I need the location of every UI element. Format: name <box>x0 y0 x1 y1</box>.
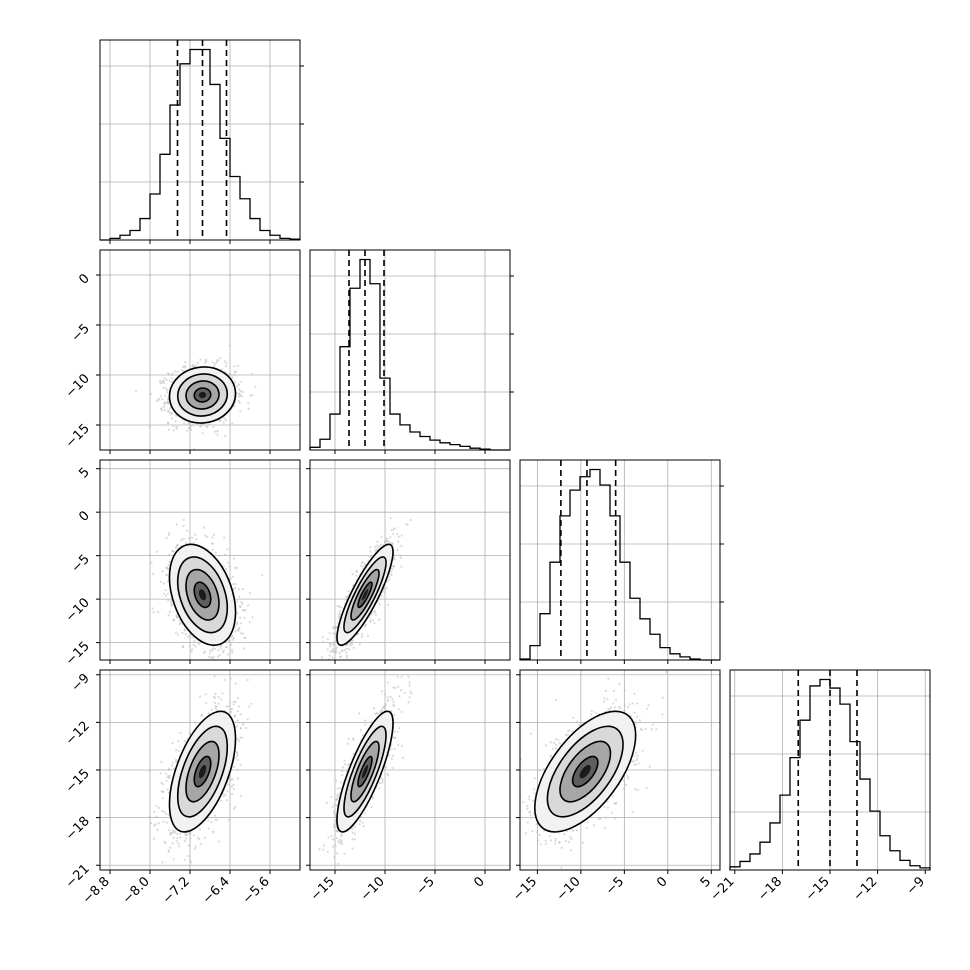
y-ticks: 5 0 −5 −10 −15 <box>63 465 100 669</box>
panel-frame <box>99 39 301 241</box>
x-tick-label: −5 <box>414 874 438 898</box>
y-tick-label: 5 <box>76 465 92 481</box>
x-tick-label: 0 <box>654 874 670 890</box>
grid-lines <box>310 250 510 450</box>
panel-3-3: −9 −12 −15 −18 −21 <box>708 669 931 904</box>
y-tick-label: −5 <box>69 321 93 345</box>
y-tick-label: 0 <box>76 271 92 287</box>
x-ticks <box>109 450 271 454</box>
panel-3-2: 50−5−10−15 <box>510 669 721 904</box>
x-ticks <box>334 450 486 454</box>
y-tick-label: −15 <box>63 766 93 796</box>
grid-lines <box>100 250 300 450</box>
x-ticks: −8.8 −8.0 −7.2 −6.4 −5.6 <box>80 870 273 907</box>
x-tick-label: −10 <box>554 874 584 904</box>
x-tick-label: −5.6 <box>240 874 273 907</box>
x-ticks <box>109 240 271 244</box>
x-tick-label: −15 <box>803 874 833 904</box>
x-tick-label: −9 <box>904 874 928 898</box>
x-ticks: 0 −5 −10 −15 <box>308 870 488 904</box>
x-tick-label: −8.0 <box>120 874 153 907</box>
x-tick-label: 0 <box>471 874 487 890</box>
x-tick-label: −6.4 <box>200 874 233 907</box>
histogram-line <box>309 258 510 451</box>
panel-1-0: 0 −5 −10 −15 <box>63 249 301 454</box>
y-tick-label: −15 <box>63 421 93 451</box>
y-tick-label: −9 <box>69 671 93 695</box>
y-tick-label: −5 <box>69 552 93 576</box>
y-tick-label: 0 <box>76 508 92 524</box>
grid-lines <box>520 460 720 660</box>
x-ticks: 50−5−10−15 <box>510 870 714 904</box>
x-ticks <box>109 660 271 664</box>
density-contours <box>168 710 237 833</box>
x-tick-label: −12 <box>850 874 880 904</box>
panel-frame <box>519 459 721 661</box>
grid-lines <box>100 40 300 240</box>
panel-1-1 <box>309 249 514 454</box>
panel-2-1 <box>306 459 511 664</box>
y-tick-label: −15 <box>63 639 93 669</box>
density-contours <box>336 543 394 647</box>
x-ticks <box>536 660 712 664</box>
x-tick-label: −18 <box>755 874 785 904</box>
y-tick-label: −10 <box>63 371 93 401</box>
panel-2-0: 5 0 −5 −10 −15 <box>63 459 301 669</box>
panel-3-1: 0 −5 −10 −15 <box>306 669 511 904</box>
x-ticks: −9 −12 −15 −18 −21 <box>708 870 928 904</box>
panel-0-0 <box>99 39 304 244</box>
x-tick-label: −21 <box>708 874 738 904</box>
panel-2-2 <box>519 459 724 664</box>
histogram-line <box>100 48 301 241</box>
y-tick-label: −12 <box>63 719 93 749</box>
x-tick-label: −15 <box>510 874 540 904</box>
y-tick-label: −18 <box>63 814 93 844</box>
x-ticks <box>334 660 486 664</box>
y-ticks: −9−12−15−18−21 <box>63 671 100 891</box>
panel-frame <box>99 249 301 451</box>
panel-frame <box>309 249 511 451</box>
x-tick-label: −10 <box>358 874 388 904</box>
grid-lines <box>310 460 510 660</box>
y-tick-label: −10 <box>63 595 93 625</box>
panel-frame <box>99 459 301 661</box>
x-tick-label: −15 <box>308 874 338 904</box>
density-contours <box>533 710 637 833</box>
y-ticks: 0 −5 −10 −15 <box>63 271 100 451</box>
panel-3-0: −8.8 −8.0 −7.2 −6.4 −5.6−9−12−15−18−21 <box>63 669 301 907</box>
x-tick-label: −7.2 <box>160 874 193 907</box>
density-contours <box>336 710 394 833</box>
panel-frame <box>309 459 511 661</box>
density-contours <box>168 543 237 647</box>
density-contours <box>168 366 237 424</box>
x-tick-label: −5 <box>603 874 627 898</box>
